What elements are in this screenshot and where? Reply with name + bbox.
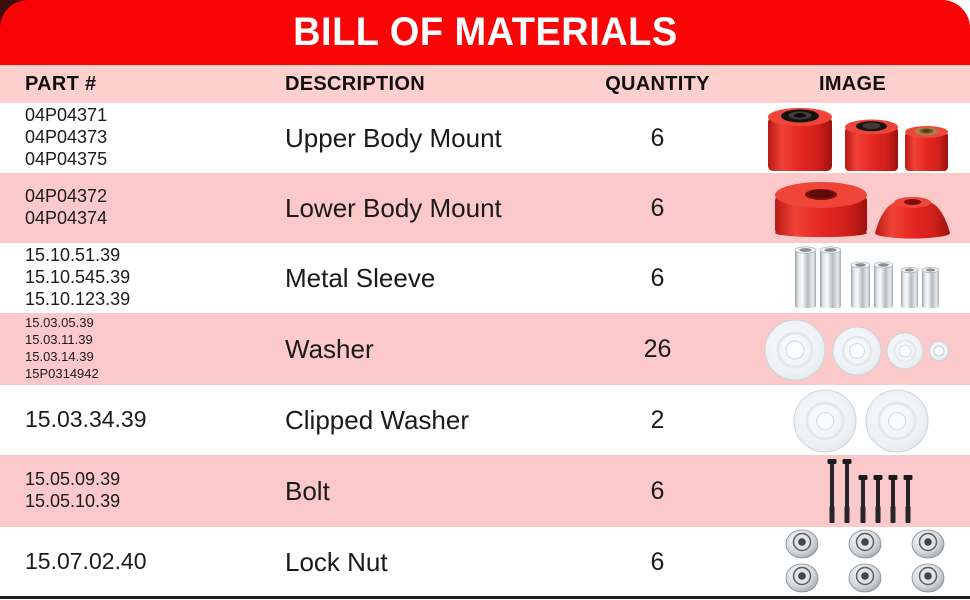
part-description: Bolt	[285, 475, 330, 506]
part-number: 15.10.123.39	[25, 288, 131, 309]
clipped-washer-photo	[735, 385, 970, 455]
part-numbers: 15.03.34.39	[0, 406, 280, 434]
part-quantity: 26	[643, 334, 672, 363]
table-row: 15.03.05.39 15.03.11.39 15.03.14.39 15P0…	[0, 313, 970, 385]
part-description: Lock Nut	[285, 546, 388, 577]
part-number: 15.03.34.39	[25, 406, 147, 433]
part-number: 15.07.02.40	[25, 548, 147, 575]
part-quantity: 6	[650, 547, 665, 576]
part-quantity: 2	[650, 405, 665, 434]
part-numbers: 04P04371 04P04373 04P04375	[0, 105, 280, 171]
column-header-image: IMAGE	[818, 72, 887, 95]
table-row: 04P04371 04P04373 04P04375 Upper Body Mo…	[0, 103, 970, 173]
part-quantity: 6	[650, 263, 665, 292]
part-number: 04P04373	[25, 127, 108, 148]
part-number: 04P04374	[25, 208, 108, 228]
part-description: Upper Body Mount	[285, 122, 502, 153]
part-number: 15.03.14.39	[25, 349, 94, 364]
table-row: 15.10.51.39 15.10.545.39 15.10.123.39 Me…	[0, 243, 970, 313]
table-row: 04P04372 04P04374 Lower Body Mount 6	[0, 173, 970, 243]
part-quantity: 6	[650, 123, 665, 152]
part-quantity: 6	[650, 193, 665, 222]
part-numbers: 15.05.09.39 15.05.10.39	[0, 469, 280, 513]
part-numbers: 15.10.51.39 15.10.545.39 15.10.123.39	[0, 245, 280, 311]
part-numbers: 15.07.02.40	[0, 548, 280, 576]
part-numbers: 15.03.05.39 15.03.11.39 15.03.14.39 15P0…	[0, 315, 280, 383]
part-quantity: 6	[650, 476, 665, 505]
part-number: 04P04375	[25, 148, 108, 169]
part-description: Metal Sleeve	[285, 262, 436, 293]
part-number: 04P04371	[25, 105, 108, 126]
part-number: 15.03.11.39	[25, 332, 93, 348]
title-banner: BILL OF MATERIALS	[0, 0, 970, 65]
lower-body-mount-photo	[735, 173, 970, 243]
part-number: 15.05.09.39	[25, 469, 121, 490]
upper-body-mount-photo	[735, 103, 970, 173]
part-number: 15.05.10.39	[25, 491, 121, 511]
washer-photo	[735, 313, 970, 385]
metal-sleeve-photo	[735, 243, 970, 313]
table-header-row: PART # DESCRIPTION QUANTITY IMAGE	[0, 65, 970, 103]
part-description: Clipped Washer	[285, 404, 470, 435]
table-row: 15.03.34.39 Clipped Washer 2	[0, 385, 970, 455]
part-numbers: 04P04372 04P04374	[0, 186, 280, 230]
table-row: 15.05.09.39 15.05.10.39 Bolt 6	[0, 455, 970, 527]
part-number: 15.10.545.39	[25, 267, 131, 288]
part-description: Washer	[285, 333, 374, 364]
page-title: BILL OF MATERIALS	[292, 10, 678, 54]
part-number: 15.03.05.39	[25, 315, 94, 331]
part-number: 15P0314942	[25, 365, 99, 381]
lock-nut-photo	[735, 527, 970, 597]
column-header-description: DESCRIPTION	[285, 72, 425, 95]
part-description: Lower Body Mount	[285, 192, 502, 223]
part-number: 15.10.51.39	[25, 245, 121, 266]
column-header-quantity: QUANTITY	[605, 72, 710, 95]
part-number: 04P04372	[25, 186, 108, 207]
bolt-photo	[735, 455, 970, 527]
bottom-border-line	[0, 596, 970, 599]
column-header-part: PART #	[25, 72, 97, 95]
table-row: 15.07.02.40 Lock Nut 6	[0, 527, 970, 597]
